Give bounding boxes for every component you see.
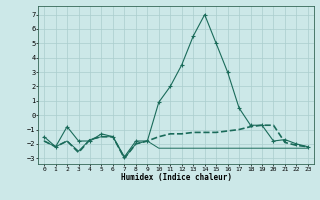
X-axis label: Humidex (Indice chaleur): Humidex (Indice chaleur) (121, 173, 231, 182)
